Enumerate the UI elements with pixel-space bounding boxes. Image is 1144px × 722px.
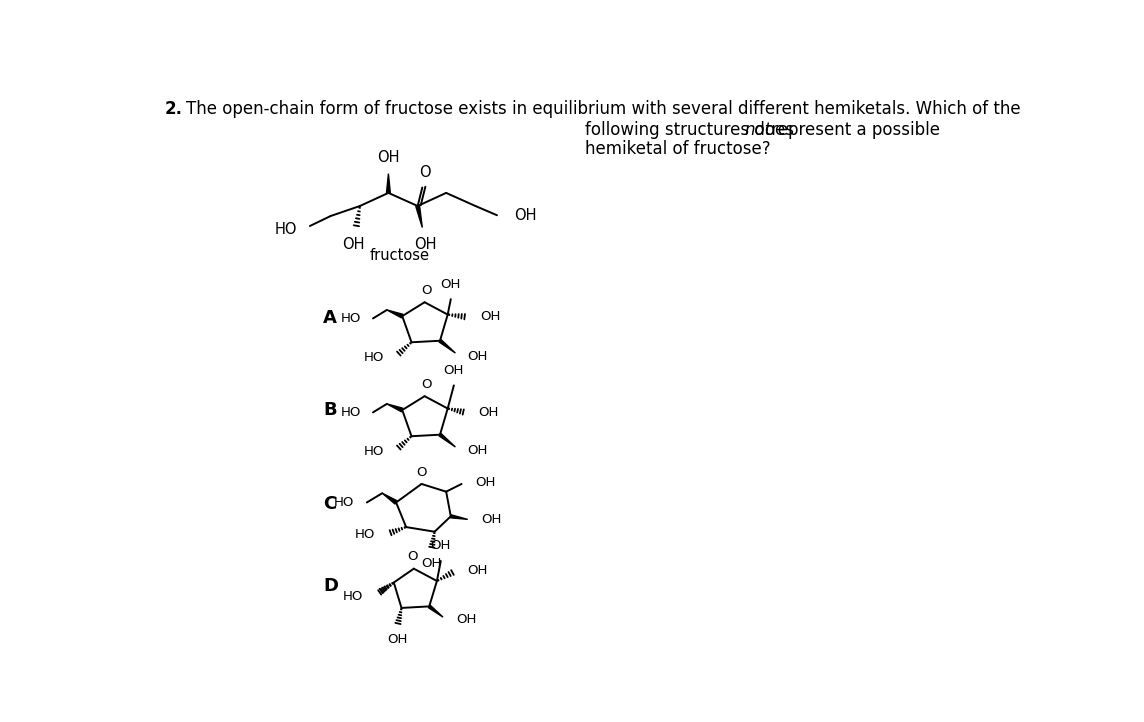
Text: OH: OH <box>478 406 499 419</box>
Polygon shape <box>439 339 455 353</box>
Text: OH: OH <box>480 310 500 323</box>
Text: OH: OH <box>468 349 488 362</box>
Text: hemiketal of fructose?: hemiketal of fructose? <box>585 140 770 158</box>
Polygon shape <box>387 174 390 193</box>
Polygon shape <box>415 206 422 227</box>
Text: HO: HO <box>342 590 363 603</box>
Text: O: O <box>421 284 431 297</box>
Text: HO: HO <box>364 445 383 458</box>
Text: OH: OH <box>421 557 442 570</box>
Text: OH: OH <box>388 633 408 646</box>
Text: following structures does  not: following structures does not <box>585 121 833 139</box>
Polygon shape <box>428 605 443 617</box>
Text: HO: HO <box>355 529 375 542</box>
Text: HO: HO <box>364 351 383 364</box>
Text: B: B <box>323 401 336 419</box>
Text: OH: OH <box>468 564 488 577</box>
Text: O: O <box>420 165 431 180</box>
Text: The open-chain form of fructose exists in equilibrium with several different hem: The open-chain form of fructose exists i… <box>185 100 1020 118</box>
Text: HO: HO <box>340 406 360 419</box>
Text: C: C <box>323 495 336 513</box>
Text: O: O <box>407 550 418 563</box>
Text: A: A <box>323 308 336 326</box>
Polygon shape <box>387 310 403 318</box>
Polygon shape <box>451 515 468 519</box>
Text: represent a possible: represent a possible <box>766 121 940 139</box>
Polygon shape <box>382 493 397 504</box>
Text: fructose: fructose <box>370 248 430 264</box>
Text: following structures does: following structures does <box>585 121 799 139</box>
Text: OH: OH <box>440 279 461 292</box>
Text: OH: OH <box>468 443 488 456</box>
Text: OH: OH <box>476 476 495 489</box>
Text: 2.: 2. <box>165 100 183 118</box>
Polygon shape <box>439 433 455 447</box>
Text: not: not <box>745 121 772 139</box>
Text: OH: OH <box>342 237 365 252</box>
Text: OH: OH <box>378 150 399 165</box>
Text: OH: OH <box>456 613 477 626</box>
Text: OH: OH <box>514 209 537 224</box>
Text: HO: HO <box>340 312 360 325</box>
Text: OH: OH <box>430 539 451 552</box>
Text: O: O <box>421 378 431 391</box>
Polygon shape <box>387 404 403 412</box>
Text: O: O <box>416 466 427 479</box>
Text: OH: OH <box>482 513 502 526</box>
Text: D: D <box>323 577 337 595</box>
Text: HO: HO <box>275 222 296 237</box>
Text: OH: OH <box>444 364 464 377</box>
Text: OH: OH <box>414 237 437 252</box>
Text: HO: HO <box>333 496 353 509</box>
